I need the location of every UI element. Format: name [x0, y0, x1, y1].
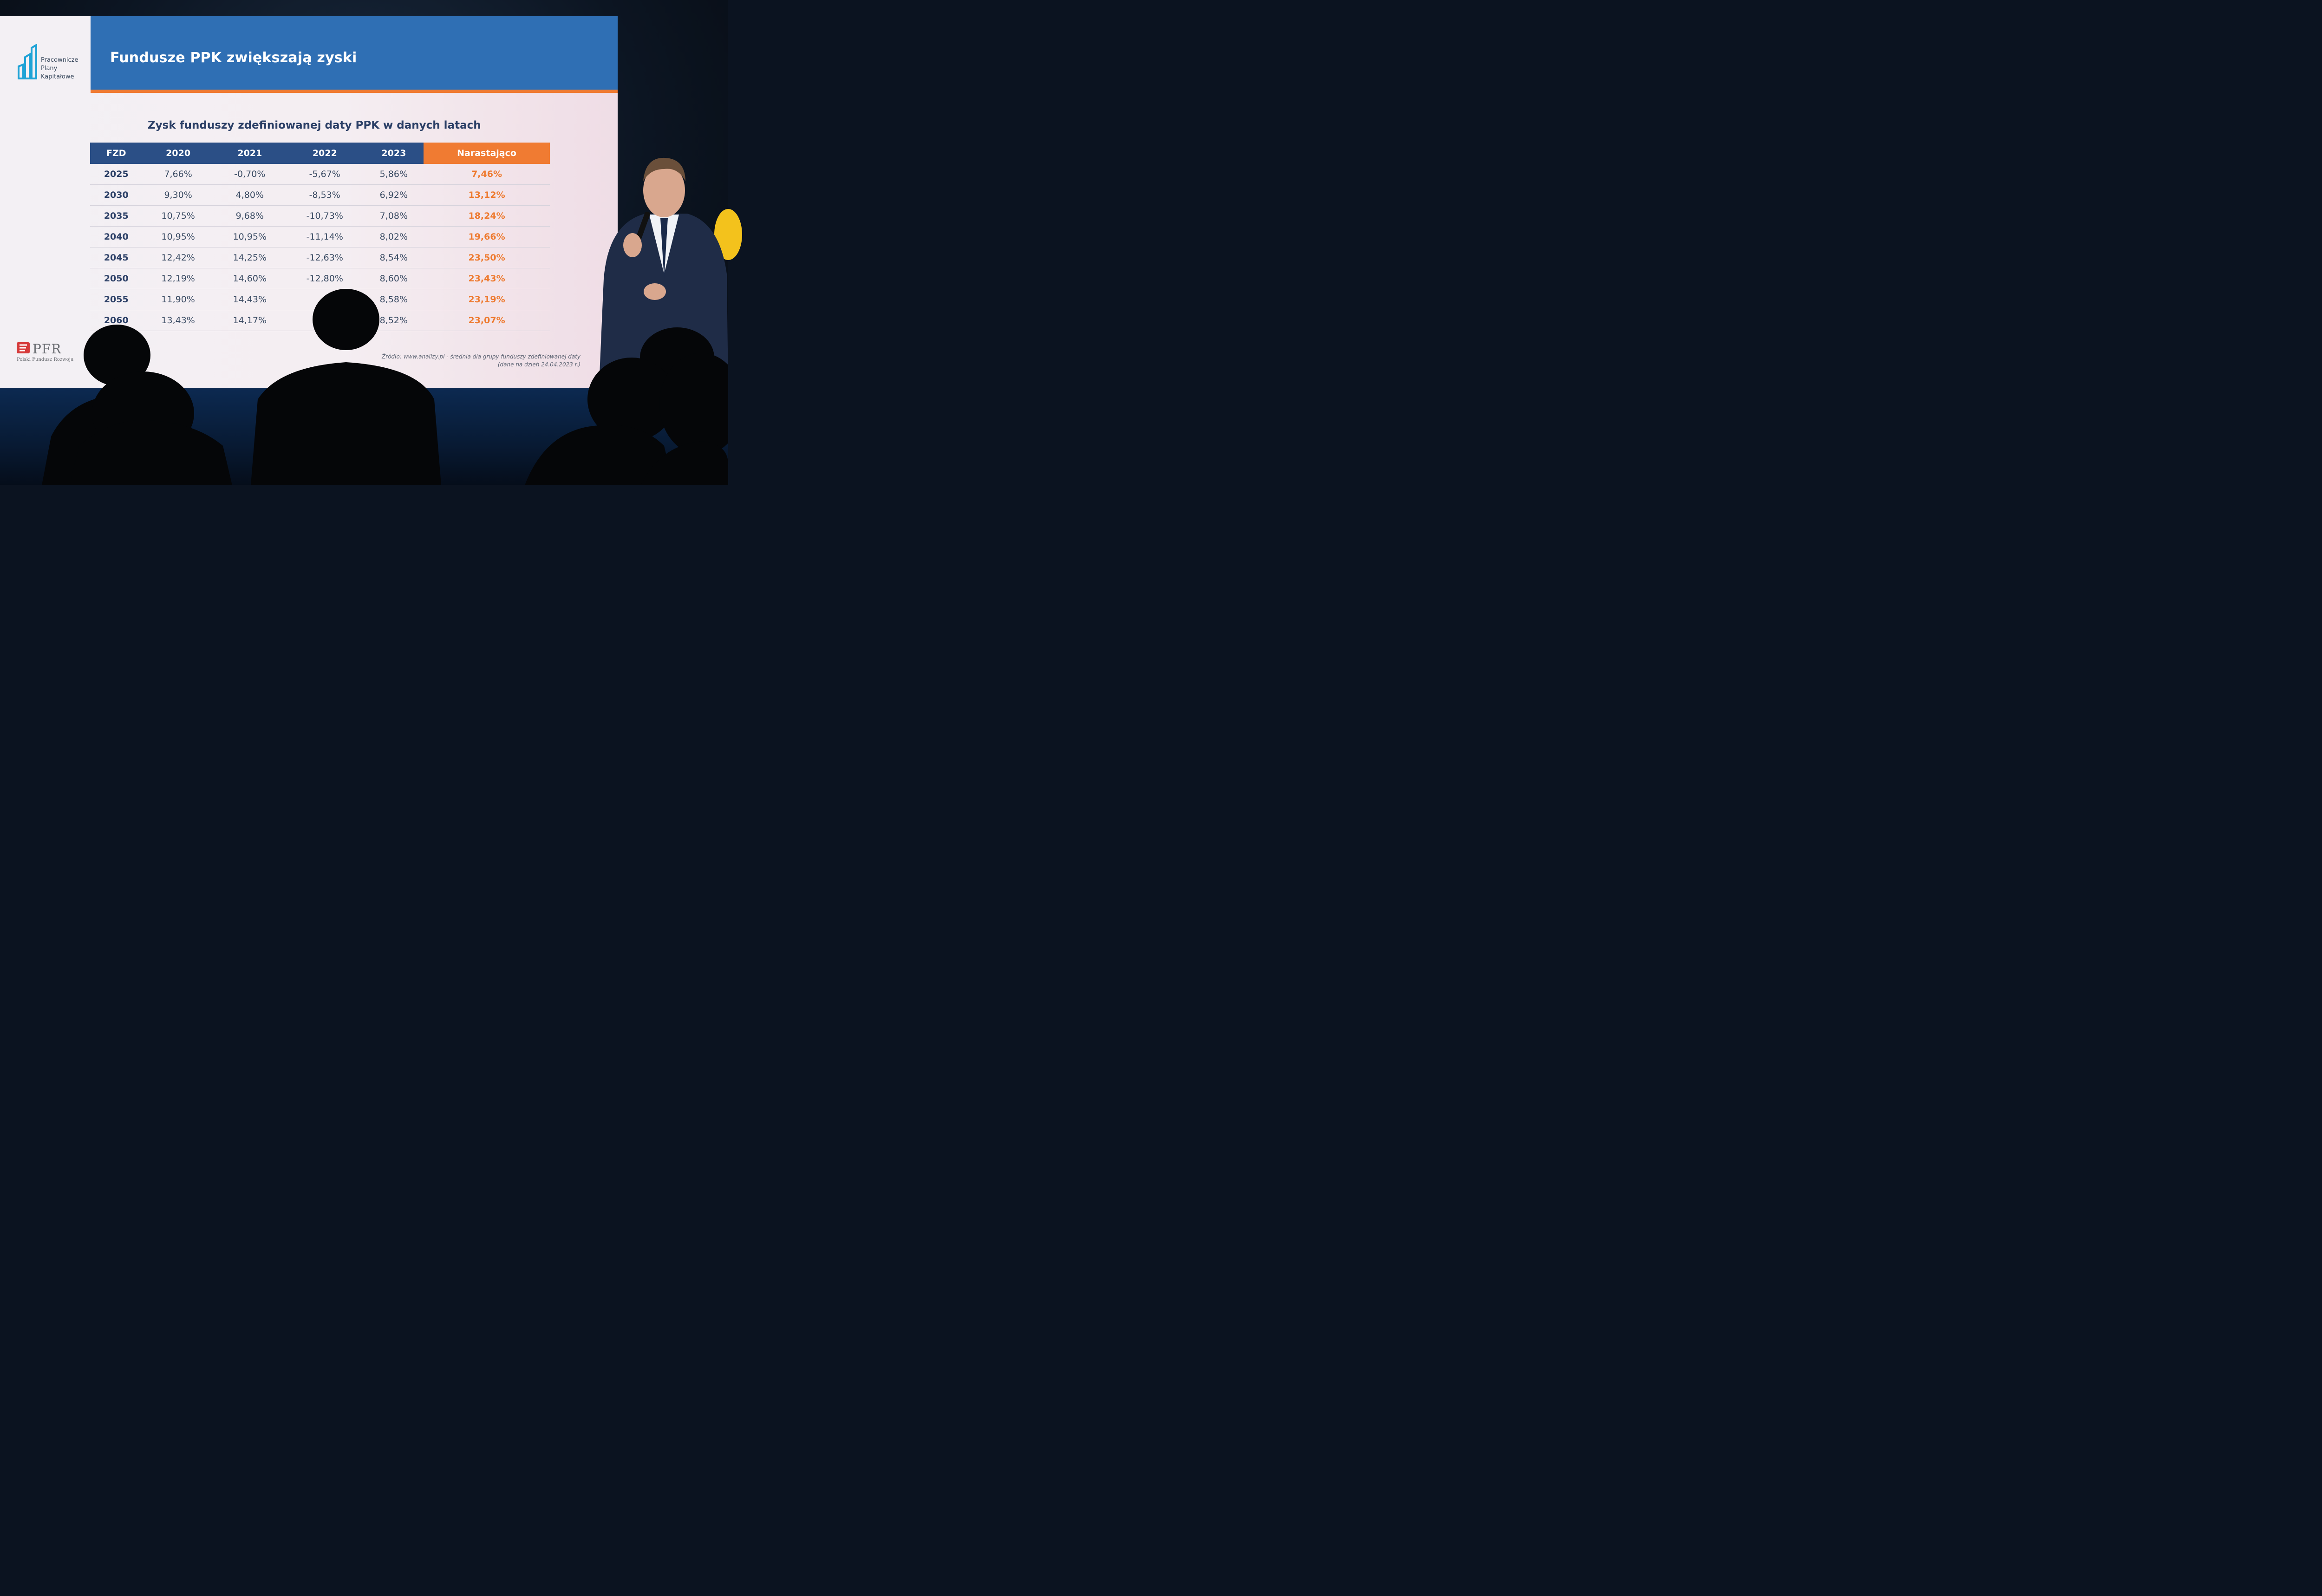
ppk-bars-icon: [18, 43, 37, 79]
source-line: Źródło: www.analizy.pl - średnia dla gru…: [381, 353, 580, 360]
return-cell: 7,08%: [364, 205, 424, 227]
return-cell: -10,73%: [285, 205, 364, 227]
return-cell: 9,68%: [214, 205, 286, 227]
return-cell: 10,95%: [142, 226, 214, 248]
stage-floor: [0, 385, 728, 485]
return-cell: 5,86%: [364, 164, 424, 185]
table-row: 2035 10,75% 9,68% -10,73% 7,08% 18,24%: [90, 205, 550, 227]
pfr-name: PFR: [33, 341, 62, 357]
header-cell-cumulative: Narastająco: [424, 143, 550, 164]
return-cell: -0,70%: [214, 164, 286, 185]
fzd-year-cell: 2055: [90, 289, 143, 310]
return-cell: 10,95%: [214, 226, 286, 248]
fzd-year-cell: 2030: [90, 184, 143, 206]
slide-title: Fundusze PPK zwiększają zyski: [110, 50, 357, 66]
return-cell: 14,60%: [214, 268, 286, 289]
presentation-screen: Pracownicze Plany Kapitałowe Fundusze PP…: [0, 16, 618, 388]
return-cell: 4,80%: [214, 184, 286, 206]
return-cell: [285, 289, 364, 310]
source-note: Źródło: www.analizy.pl - średnia dla gru…: [382, 353, 580, 369]
logo-line: Plany: [41, 65, 58, 72]
cumulative-cell: 19,66%: [424, 226, 550, 248]
fzd-year-cell: 2025: [90, 164, 143, 185]
cumulative-cell: 13,12%: [424, 184, 550, 206]
cumulative-cell: 23,19%: [424, 289, 550, 310]
table-row: 2060 13,43% 14,17% 8,52% 23,07%: [90, 310, 550, 331]
fzd-year-cell: 2060: [90, 310, 143, 331]
return-cell: 8,52%: [364, 310, 424, 331]
ppk-logo: Pracownicze Plany Kapitałowe: [17, 43, 91, 81]
pfr-subtitle: Polski Fundusz Rozwoju: [17, 357, 74, 362]
table-header-row: FZD 2020 2021 2022 2023 Narastająco: [90, 143, 550, 164]
return-cell: 9,30%: [142, 184, 214, 206]
return-cell: 7,66%: [142, 164, 214, 185]
return-cell: 12,42%: [142, 247, 214, 268]
return-cell: 12,19%: [142, 268, 214, 289]
table-row: 2050 12,19% 14,60% -12,80% 8,60% 23,43%: [90, 268, 550, 289]
return-cell: [285, 310, 364, 331]
table-row: 2045 12,42% 14,25% -12,63% 8,54% 23,50%: [90, 247, 550, 268]
return-cell: 8,58%: [364, 289, 424, 310]
source-line: (dane na dzień 24.04.2023 r.): [497, 361, 580, 368]
return-cell: -5,67%: [285, 164, 364, 185]
header-cell: 2021: [214, 143, 286, 164]
return-cell: -12,80%: [285, 268, 364, 289]
pfr-mark-icon: [17, 342, 30, 353]
return-cell: 14,43%: [214, 289, 286, 310]
fzd-year-cell: 2045: [90, 247, 143, 268]
fzd-year-cell: 2035: [90, 205, 143, 227]
table-subtitle: Zysk funduszy zdefiniowanej daty PPK w d…: [148, 119, 481, 131]
cumulative-cell: 23,07%: [424, 310, 550, 331]
table-row: 2055 11,90% 14,43% 8,58% 23,19%: [90, 289, 550, 310]
return-cell: 8,60%: [364, 268, 424, 289]
logo-line: Pracownicze: [41, 57, 78, 64]
cumulative-cell: 7,46%: [424, 164, 550, 185]
return-cell: -12,63%: [285, 247, 364, 268]
return-cell: 14,17%: [214, 310, 286, 331]
speaker-figure: [599, 157, 728, 385]
header-cell: 2020: [142, 143, 214, 164]
logo-line: Kapitałowe: [41, 73, 74, 80]
table-row: 2025 7,66% -0,70% -5,67% 5,86% 7,46%: [90, 164, 550, 185]
header-cell: 2023: [364, 143, 424, 164]
table-row: 2040 10,95% 10,95% -11,14% 8,02% 19,66%: [90, 226, 550, 248]
return-cell: 13,43%: [142, 310, 214, 331]
fzd-year-cell: 2050: [90, 268, 143, 289]
return-cell: -11,14%: [285, 226, 364, 248]
return-cell: 10,75%: [142, 205, 214, 227]
header-cell: FZD: [90, 143, 143, 164]
table-row: 2030 9,30% 4,80% -8,53% 6,92% 13,12%: [90, 184, 550, 206]
returns-table: FZD 2020 2021 2022 2023 Narastająco 2025…: [90, 143, 550, 331]
return-cell: 14,25%: [214, 247, 286, 268]
slide-header-bar: Fundusze PPK zwiększają zyski: [91, 16, 618, 93]
return-cell: 8,54%: [364, 247, 424, 268]
cumulative-cell: 23,43%: [424, 268, 550, 289]
return-cell: -8,53%: [285, 184, 364, 206]
cumulative-cell: 18,24%: [424, 205, 550, 227]
return-cell: 8,02%: [364, 226, 424, 248]
header-cell: 2022: [285, 143, 364, 164]
pfr-logo: PFR Polski Fundusz Rozwoju: [17, 341, 77, 365]
return-cell: 11,90%: [142, 289, 214, 310]
ppk-logo-text: Pracownicze Plany Kapitałowe: [41, 56, 78, 81]
return-cell: 6,92%: [364, 184, 424, 206]
fzd-year-cell: 2040: [90, 226, 143, 248]
cumulative-cell: 23,50%: [424, 247, 550, 268]
